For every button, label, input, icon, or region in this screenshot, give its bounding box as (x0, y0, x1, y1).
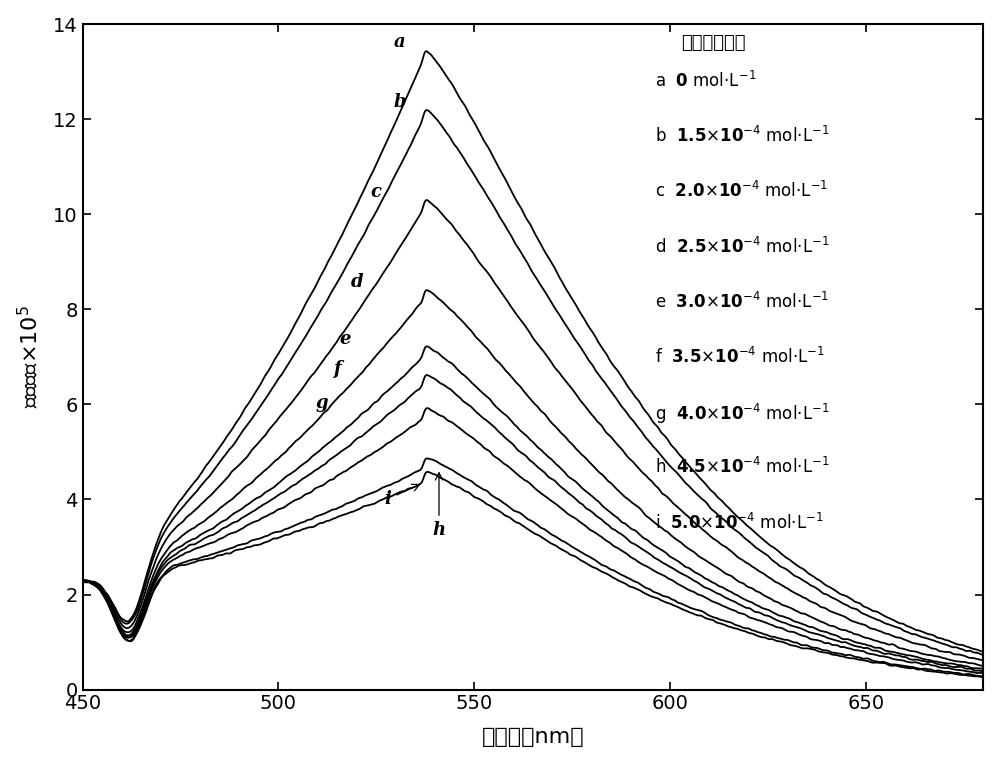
Text: f  $\bf{3.5}$$\times$$\bf{10}$$^{-4}$ mol·L$^{-1}$: f $\bf{3.5}$$\times$$\bf{10}$$^{-4}$ mol… (655, 347, 824, 367)
Text: b: b (394, 92, 406, 111)
Text: g  $\bf{4.0}$$\times$$\bf{10}$$^{-4}$ mol·L$^{-1}$: g $\bf{4.0}$$\times$$\bf{10}$$^{-4}$ mol… (655, 402, 829, 426)
Text: i  $\bf{5.0}$$\times$$\bf{10}$$^{-4}$ mol·L$^{-1}$: i $\bf{5.0}$$\times$$\bf{10}$$^{-4}$ mol… (655, 513, 823, 533)
Text: f: f (333, 361, 341, 378)
Y-axis label: 荧光强度×$10^5$: 荧光强度×$10^5$ (17, 306, 42, 408)
Text: e: e (339, 330, 351, 348)
Text: a: a (394, 34, 406, 51)
Text: 谷氨酸的浓度: 谷氨酸的浓度 (682, 34, 746, 52)
Text: e  $\bf{3.0}$$\times$$\bf{10}$$^{-4}$ mol·L$^{-1}$: e $\bf{3.0}$$\times$$\bf{10}$$^{-4}$ mol… (655, 292, 829, 312)
Text: i: i (385, 484, 420, 508)
Text: g: g (315, 393, 328, 412)
Text: c: c (371, 183, 382, 201)
Text: d  $\bf{2.5}$$\times$$\bf{10}$$^{-4}$ mol·L$^{-1}$: d $\bf{2.5}$$\times$$\bf{10}$$^{-4}$ mol… (655, 236, 829, 257)
X-axis label: 波　长（nm）: 波 长（nm） (482, 727, 584, 747)
Text: b  $\bf{1.5}$$\times$$\bf{10}$$^{-4}$ mol·L$^{-1}$: b $\bf{1.5}$$\times$$\bf{10}$$^{-4}$ mol… (655, 126, 829, 146)
Text: h  $\bf{4.5}$$\times$$\bf{10}$$^{-4}$ mol·L$^{-1}$: h $\bf{4.5}$$\times$$\bf{10}$$^{-4}$ mol… (655, 458, 829, 478)
Text: d: d (350, 274, 363, 291)
Text: c  $\bf{2.0}$$\times$$\bf{10}$$^{-4}$ mol·L$^{-1}$: c $\bf{2.0}$$\times$$\bf{10}$$^{-4}$ mol… (655, 181, 828, 201)
Text: h: h (432, 473, 446, 539)
Text: a  $\bf{0}$ mol·L$^{-1}$: a $\bf{0}$ mol·L$^{-1}$ (655, 71, 756, 91)
